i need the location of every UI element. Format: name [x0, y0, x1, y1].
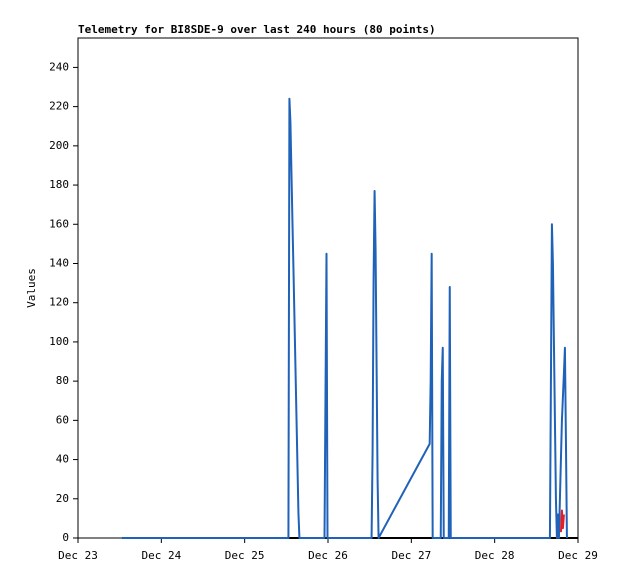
x-tick-label: Dec 26 — [308, 549, 348, 562]
y-tick-label: 240 — [49, 60, 69, 73]
y-tick-label: 40 — [56, 453, 69, 466]
y-tick-label: 140 — [49, 256, 69, 269]
y-tick-label: 220 — [49, 100, 69, 113]
x-tick-label: Dec 28 — [475, 549, 515, 562]
x-tick-label: Dec 23 — [58, 549, 98, 562]
y-tick-label: 160 — [49, 217, 69, 230]
y-tick-label: 120 — [49, 296, 69, 309]
y-tick-label: 0 — [62, 531, 69, 544]
series-line — [559, 509, 565, 533]
x-tick-label: Dec 29 — [558, 549, 598, 562]
x-tick-label: Dec 27 — [391, 549, 431, 562]
chart-title: Telemetry for BI8SDE-9 over last 240 hou… — [78, 23, 436, 36]
y-tick-label: 100 — [49, 335, 69, 348]
y-axis-label: Values — [25, 268, 38, 308]
x-tick-label: Dec 25 — [225, 549, 265, 562]
y-tick-label: 180 — [49, 178, 69, 191]
y-tick-label: 20 — [56, 492, 69, 505]
y-tick-label: 60 — [56, 413, 69, 426]
y-tick-label: 200 — [49, 139, 69, 152]
x-tick-label: Dec 24 — [141, 549, 181, 562]
y-tick-label: 80 — [56, 374, 69, 387]
series-line — [122, 97, 568, 539]
